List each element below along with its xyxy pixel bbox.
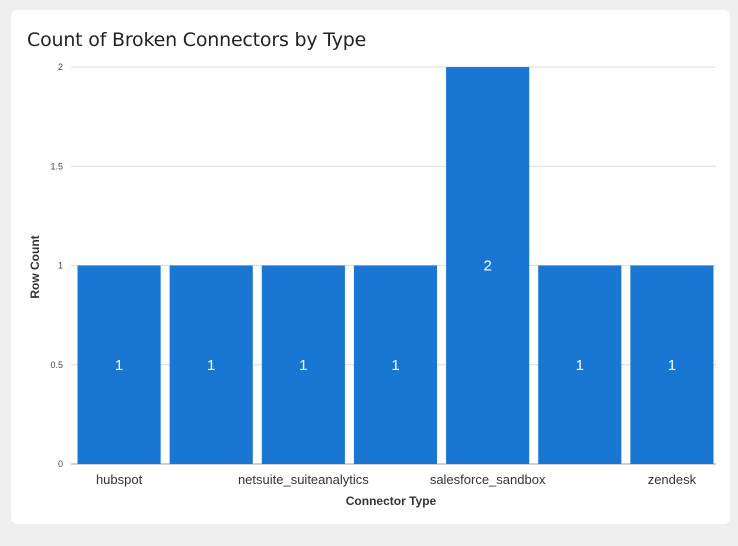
y-tick-label: 1.5 bbox=[50, 161, 63, 171]
bar[interactable] bbox=[630, 265, 714, 465]
y-tick-label: 2 bbox=[58, 62, 63, 72]
bar-data-label: 2 bbox=[483, 258, 491, 275]
bar-data-label: 1 bbox=[668, 357, 676, 374]
bar[interactable] bbox=[446, 67, 530, 464]
chart-card: Count of Broken Connectors by Type 1 1 1 1 2… bbox=[11, 10, 730, 524]
x-tick-label: netsuite_suiteanalytics bbox=[238, 472, 369, 487]
bar-data-label: 1 bbox=[391, 357, 399, 374]
y-tick-label: 0 bbox=[58, 459, 63, 469]
chart-title: Count of Broken Connectors by Type bbox=[27, 29, 367, 51]
y-axis-label: Row Count bbox=[28, 235, 42, 298]
bar[interactable] bbox=[538, 265, 622, 465]
x-tick-label: hubspot bbox=[96, 472, 143, 487]
x-tick-label: salesforce_sandbox bbox=[430, 472, 546, 487]
x-axis-label: Connector Type bbox=[346, 494, 437, 508]
data-labels: 1 1 1 1 2 1 1 bbox=[115, 258, 676, 374]
bars bbox=[77, 67, 714, 465]
x-tick-label: zendesk bbox=[648, 472, 697, 487]
y-tick-label: 1 bbox=[58, 261, 63, 271]
bar[interactable] bbox=[77, 265, 161, 465]
bar-data-label: 1 bbox=[576, 357, 584, 374]
bar-data-label: 1 bbox=[115, 357, 123, 374]
bar-data-label: 1 bbox=[207, 357, 215, 374]
bar-data-label: 1 bbox=[299, 357, 307, 374]
y-tick-label: 0.5 bbox=[50, 360, 63, 370]
y-axis-ticks: 0 0.5 1 1.5 2 bbox=[50, 62, 63, 469]
bar-chart: 1 1 1 1 2 1 1 0 0.5 1 1.5 2 hubspot netsuite_suitea… bbox=[28, 62, 716, 508]
bar[interactable] bbox=[353, 265, 438, 465]
bar[interactable] bbox=[169, 265, 253, 465]
bar[interactable] bbox=[261, 265, 345, 465]
x-axis-ticks: hubspot netsuite_suiteanalytics salesforce… bbox=[96, 472, 697, 487]
